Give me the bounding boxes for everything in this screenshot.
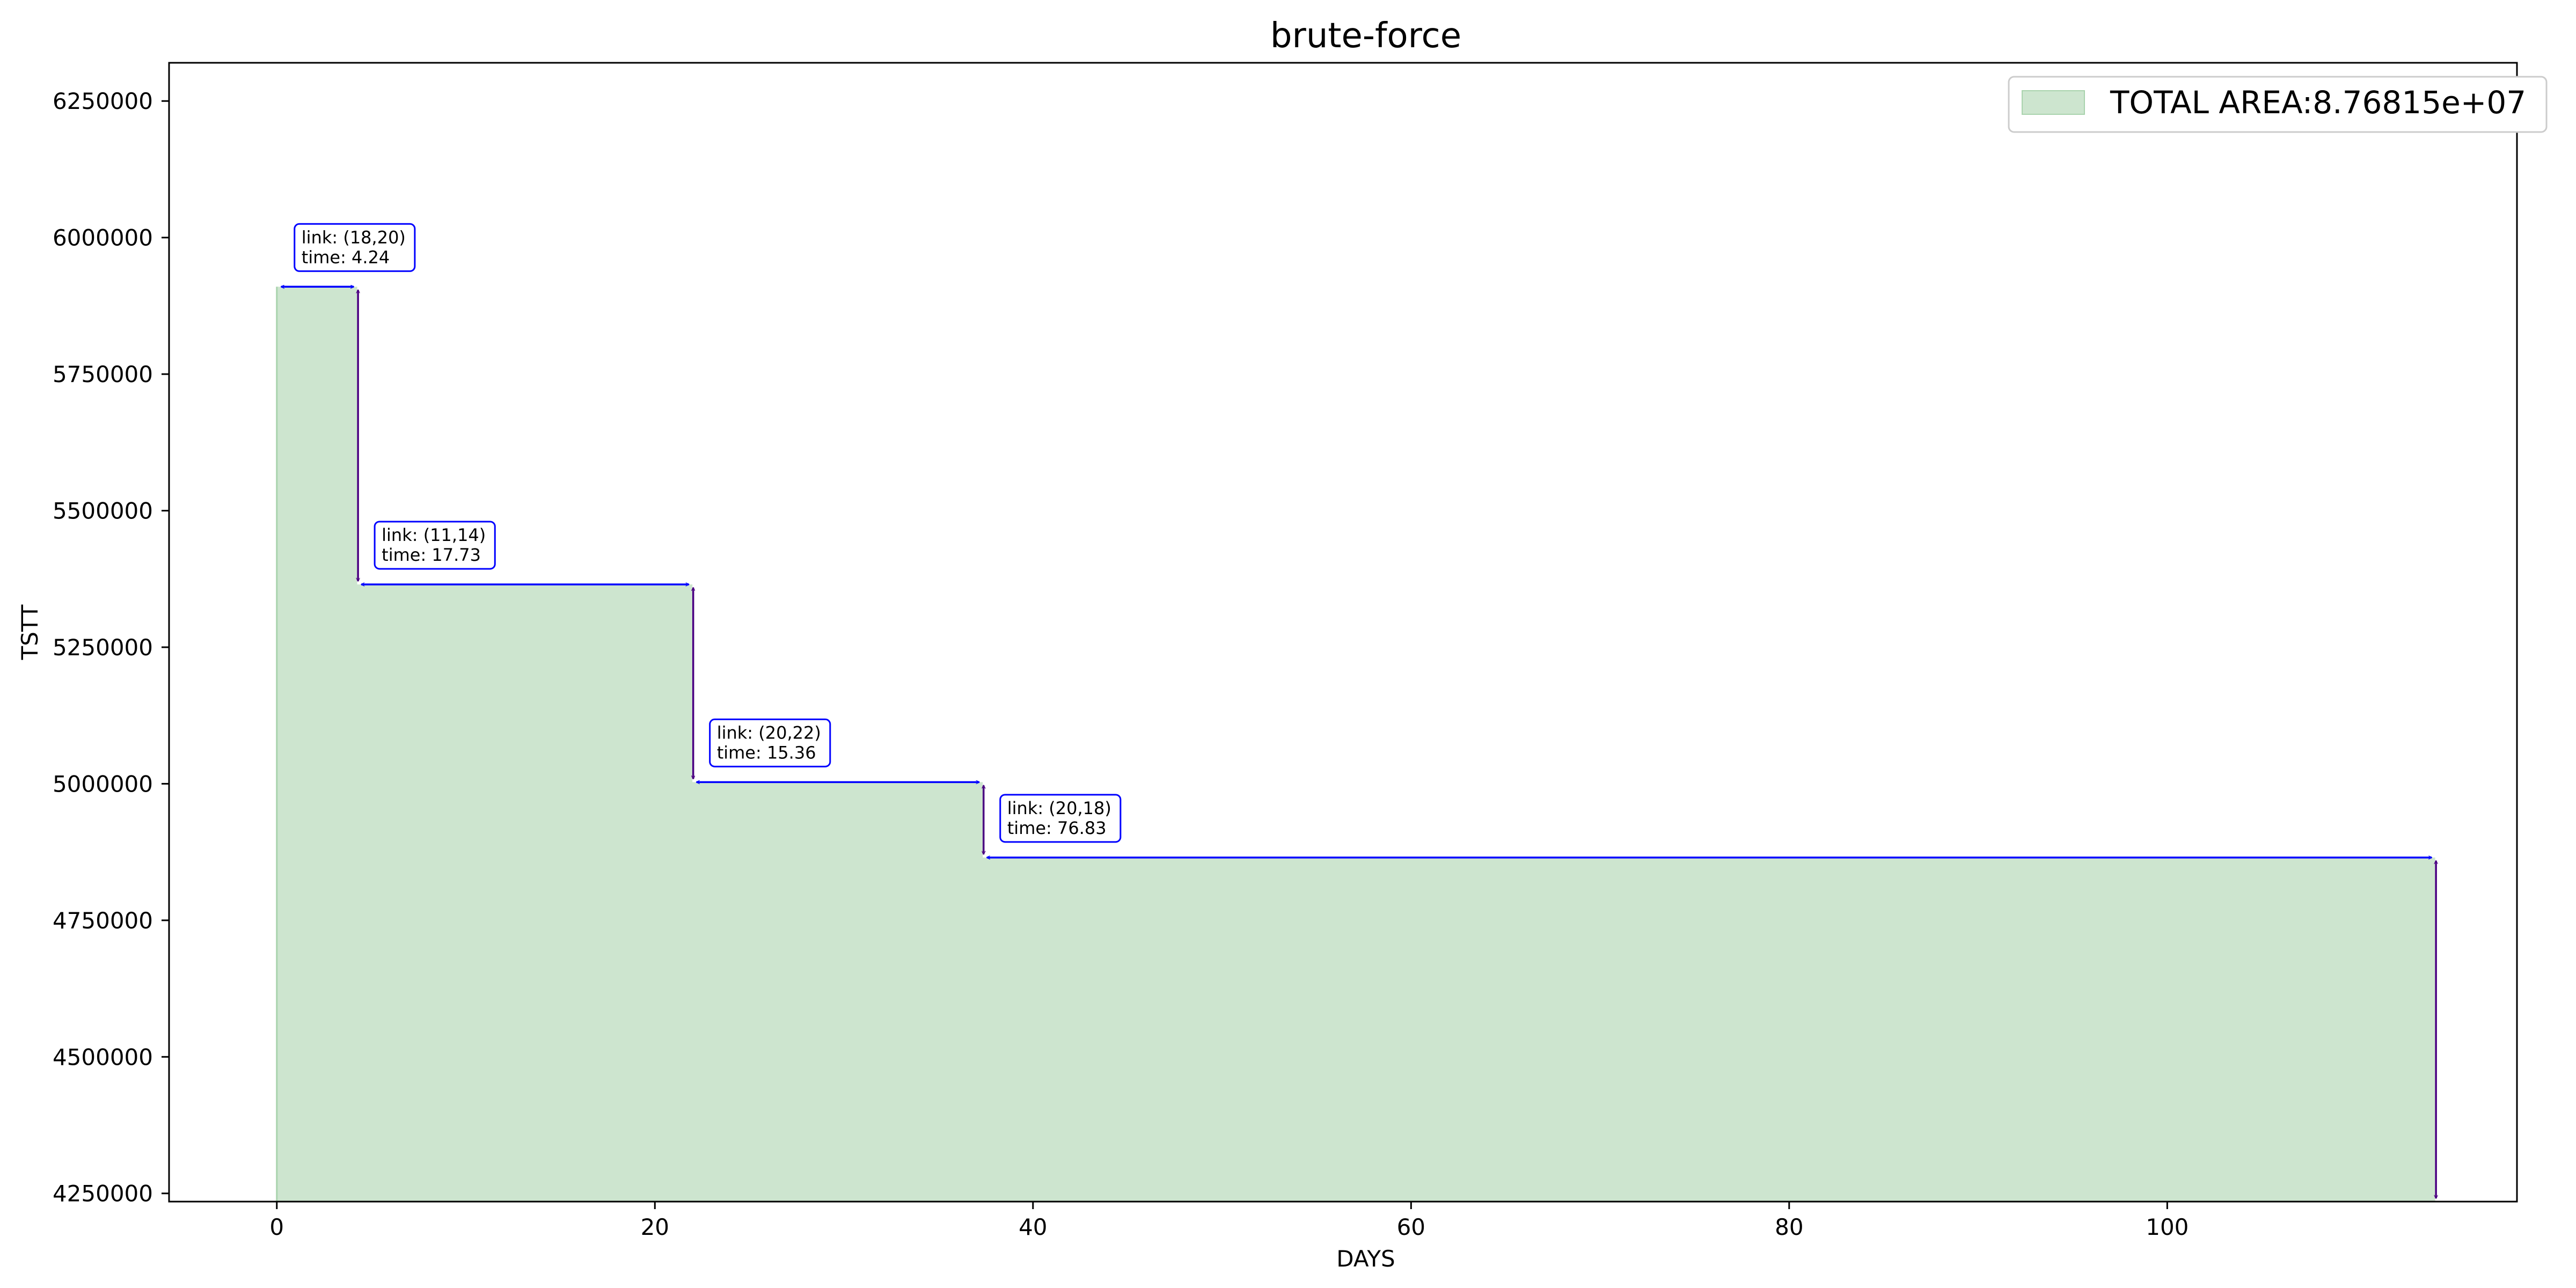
area-layer — [276, 287, 2435, 1202]
area-step-3 — [982, 857, 2435, 1202]
annotation-link-3: link: (20,18) — [1007, 798, 1111, 818]
annotation-2: link: (20,22)time: 15.36 — [709, 718, 831, 767]
annotation-box-2 — [709, 718, 831, 767]
y-axis: 4250000 4500000 4750000 5000000 5250000 55000… — [53, 88, 169, 1207]
chart-title: brute-force — [1270, 16, 1461, 56]
y-tick-label: 5000000 — [53, 771, 153, 797]
y-tick-label: 6000000 — [53, 225, 153, 251]
y-tick-label: 5500000 — [53, 498, 153, 524]
x-tick-label: 20 — [641, 1214, 669, 1240]
annotation-box-1 — [374, 521, 496, 570]
annotation-1: link: (11,14)time: 17.73 — [374, 521, 496, 570]
annotation-link-2: link: (20,22) — [717, 722, 821, 743]
y-tick-label: 4250000 — [53, 1181, 153, 1207]
legend: TOTAL AREA:8.76815e+07 — [2008, 76, 2548, 133]
annotation-box-3 — [999, 794, 1122, 843]
annotation-time-2: time: 15.36 — [717, 742, 816, 763]
y-tick-label: 5250000 — [53, 634, 153, 661]
annotation-time-3: time: 76.83 — [1007, 818, 1107, 838]
area-step-2 — [692, 782, 983, 1202]
y-tick-label: 4750000 — [53, 908, 153, 934]
annotation-box-0 — [294, 223, 416, 272]
annotation-link-0: link: (18,20) — [302, 227, 406, 247]
annotation-3: link: (20,18)time: 76.83 — [999, 794, 1122, 843]
x-axis: 0 20 40 60 80 100 — [269, 1202, 2189, 1240]
legend-box — [2008, 76, 2548, 133]
x-axis-label: DAYS — [1336, 1246, 1395, 1272]
legend-label: TOTAL AREA:8.76815e+07 — [2110, 84, 2526, 121]
x-tick-label: 100 — [2146, 1214, 2189, 1240]
area-step-1 — [357, 584, 693, 1202]
x-tick-label: 40 — [1019, 1214, 1047, 1240]
y-tick-label: 5750000 — [53, 361, 153, 387]
annotation-time-0: time: 4.24 — [302, 247, 390, 267]
annotation-link-1: link: (11,14) — [382, 525, 486, 545]
y-tick-label: 6250000 — [53, 88, 153, 114]
legend-swatch — [2022, 90, 2085, 115]
annotation-time-1: time: 17.73 — [382, 545, 481, 565]
x-tick-label: 60 — [1397, 1214, 1425, 1240]
x-tick-label: 0 — [269, 1214, 284, 1240]
plot-frame — [168, 62, 2518, 1203]
annotation-0: link: (18,20)time: 4.24 — [294, 223, 416, 272]
y-tick-label: 4500000 — [53, 1044, 153, 1070]
x-tick-label: 80 — [1775, 1214, 1803, 1240]
area-step-0 — [276, 287, 357, 1202]
y-axis-label: TSTT — [17, 604, 43, 660]
